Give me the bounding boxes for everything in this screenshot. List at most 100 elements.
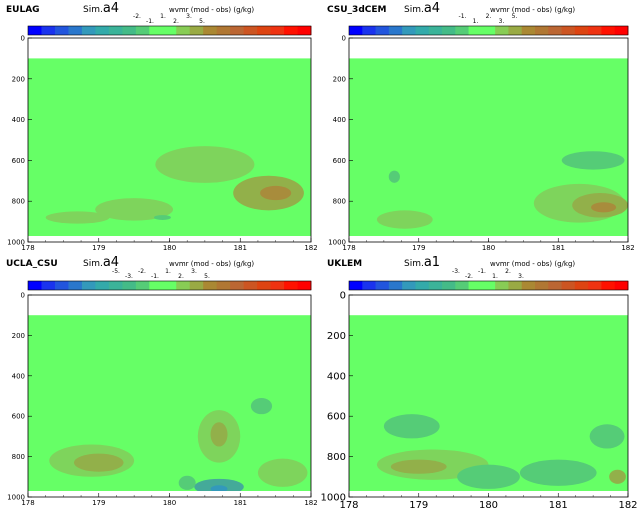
colorbar-swatch (203, 26, 218, 35)
contour-features (376, 151, 628, 229)
contour-feature (45, 211, 110, 224)
panel-uklem: UKLEM Sim.a1 wvmr (mod - obs) (g/kg) -3. -2.… (321, 255, 638, 511)
colorbar-label: 2. (505, 268, 511, 275)
colorbar-swatch (428, 26, 443, 35)
colorbar-swatch (203, 281, 218, 290)
colorbar-swatch (95, 281, 110, 290)
y-tick-label: 0 (21, 291, 25, 299)
colorbar-swatch (230, 281, 245, 290)
colorbar-swatch (162, 281, 177, 290)
contour-feature (260, 185, 292, 201)
x-tick-label: 180 (163, 499, 176, 507)
colorbar-swatch (442, 26, 456, 35)
colorbar-swatch (284, 26, 298, 35)
colorbar-frame (27, 280, 312, 291)
colorbar-swatch (297, 26, 312, 35)
contour-feature (73, 453, 124, 472)
colorbar-label: 3. (518, 273, 524, 280)
contour-features (49, 398, 308, 492)
colorbar-swatch (216, 281, 231, 290)
contour-feature (257, 458, 308, 487)
colorbar-swatch (243, 26, 258, 35)
y-tick-label: 800 (327, 452, 346, 463)
contour-feature (609, 469, 626, 484)
y-tick-label: 800 (12, 453, 25, 461)
colorbar-label: 5. (199, 18, 205, 25)
colorbar-label: -2. (133, 13, 141, 20)
colorbar-label: 3. (186, 13, 192, 20)
model-name: UKLEM (327, 259, 362, 269)
colorbar-label: 3. (499, 18, 505, 25)
y-tick-label: 600 (12, 157, 25, 165)
contour-feature (589, 424, 625, 449)
colorbar-swatch (455, 26, 469, 35)
colorbar-swatch (574, 26, 589, 35)
colorbar-swatch (561, 281, 576, 290)
x-tick-label: 181 (234, 244, 247, 252)
colorbar-swatch (481, 281, 496, 290)
colorbar-swatch (508, 281, 523, 290)
colorbar-label: -3. (452, 268, 460, 275)
colorbar-swatch (41, 26, 56, 35)
sim-label: Sim.a4 (404, 1, 440, 16)
colorbar-swatch (122, 281, 137, 290)
colorbar-swatch (297, 281, 312, 290)
y-tick-label: 200 (12, 75, 25, 83)
colorbar-label: -1. (146, 18, 154, 25)
colorbar-swatch (521, 26, 536, 35)
y-tick-label: 800 (12, 198, 25, 206)
colorbar-swatch (243, 281, 258, 290)
colorbar-swatch (468, 26, 483, 35)
colorbar-swatch (402, 281, 416, 290)
colorbar-label: -1. (459, 13, 467, 20)
colorbar-label: 1. (160, 13, 166, 20)
x-tick-label: 178 (339, 500, 358, 511)
colorbar-swatch (468, 281, 483, 290)
colorbar-swatch (388, 281, 403, 290)
colorbar-swatch (375, 281, 390, 290)
colorbar-swatch (574, 281, 589, 290)
colorbar-swatch (284, 281, 298, 290)
colorbar-frame (348, 25, 629, 36)
colorbar-label: -2. (138, 268, 146, 275)
colorbar-swatch (81, 26, 96, 35)
colorbar-swatch (588, 281, 602, 290)
colorbar-label: 3. (191, 268, 197, 275)
x-tick-label: 181 (552, 244, 565, 252)
y-tick-label: 400 (12, 372, 25, 380)
x-tick-label: 179 (92, 499, 105, 507)
colorbar-swatch (495, 26, 509, 35)
colorbar-swatch (415, 281, 430, 290)
contour-feature (390, 459, 447, 474)
colorbar-label: 2. (486, 13, 492, 20)
x-tick-label: 182 (304, 244, 317, 252)
colorbar-swatch (362, 26, 376, 35)
y-tick-label: 1000 (7, 238, 25, 246)
colorbar-swatch (176, 26, 191, 35)
model-name: UCLA_CSU (6, 259, 58, 269)
colorbar-swatch (270, 26, 285, 35)
x-tick-label: 182 (621, 244, 634, 252)
colorbar-swatch (535, 281, 549, 290)
colorbar-swatch (149, 26, 164, 35)
colorbar-swatch (108, 26, 123, 35)
colorbar-swatch (614, 26, 629, 35)
colorbar-swatch (28, 281, 42, 290)
colorbar-label: 2. (173, 18, 179, 25)
x-tick-label: 178 (342, 244, 355, 252)
colorbar-label: 2. (178, 273, 184, 280)
contour-feature (383, 414, 440, 439)
colorbar-swatch (349, 26, 363, 35)
y-tick-label: 600 (327, 412, 346, 423)
colorbar-swatch (601, 26, 616, 35)
panel-eulag: EULAG Sim.a4 wvmr (mod - obs) (g/kg) -2. -1.… (6, 1, 318, 252)
contour-feature (561, 151, 625, 170)
contour-feature (210, 485, 228, 492)
contour-feature (153, 215, 171, 220)
variable-label: wvmr (mod - obs) (g/kg) (490, 6, 575, 14)
model-name: CSU_3dCEM (327, 5, 387, 15)
colorbar-swatch (135, 26, 150, 35)
contour-features (45, 146, 304, 224)
x-tick-label: 180 (163, 244, 176, 252)
colorbar-swatch (108, 281, 123, 290)
